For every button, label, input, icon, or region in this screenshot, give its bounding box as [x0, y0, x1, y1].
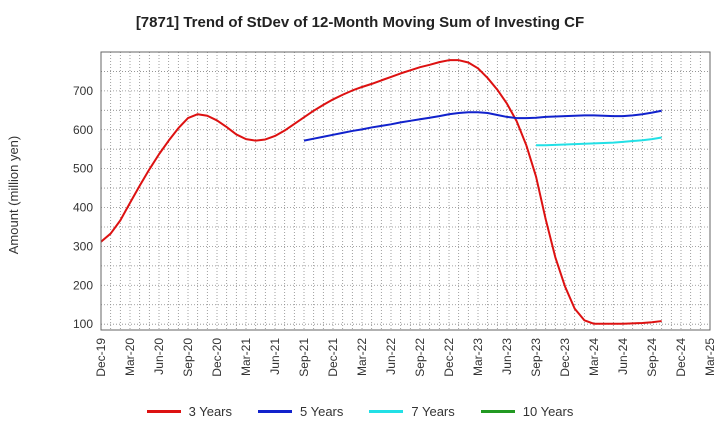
y-axis-label: Amount (million yen): [6, 136, 21, 255]
x-tick-label: Dec-24: [674, 338, 688, 377]
x-tick-label: Jun-21: [268, 338, 282, 375]
x-tick-label: Jun-20: [152, 338, 166, 375]
x-tick-label: Dec-22: [442, 338, 456, 377]
legend-label: 3 Years: [188, 404, 232, 419]
y-tick-label: 200: [73, 278, 93, 292]
x-tick-label: Dec-19: [94, 338, 108, 377]
x-tick-label: Sep-21: [297, 338, 311, 377]
x-tick-label: Jun-22: [384, 338, 398, 375]
x-tick-label: Mar-22: [355, 338, 369, 376]
legend-label: 7 Years: [411, 404, 455, 419]
x-tick-label: Mar-24: [587, 338, 601, 376]
x-tick-label: Mar-23: [471, 338, 485, 376]
x-tick-label: Mar-25: [703, 338, 717, 376]
x-tick-label: Sep-24: [645, 338, 659, 377]
legend-swatch: [146, 410, 181, 413]
x-tick-label: Sep-20: [181, 338, 195, 377]
y-tick-label: 600: [73, 123, 93, 137]
y-tick-labels: 100 200 300 400 500 600 700: [73, 84, 93, 331]
grid-lines: [101, 52, 710, 330]
y-tick-label: 500: [73, 162, 93, 176]
x-tick-label: Mar-21: [239, 338, 253, 376]
legend-item: 5 Years: [258, 404, 343, 419]
series-line-3-years: [100, 59, 662, 325]
chart-title: [7871] Trend of StDev of 12-Month Moving…: [135, 14, 585, 31]
plot-frame: [100, 51, 711, 331]
y-tick-label: 100: [73, 317, 93, 331]
series-line-5-years: [303, 109, 662, 142]
x-tick-label: Sep-23: [529, 338, 543, 377]
x-tick-label: Dec-23: [558, 338, 572, 377]
x-tick-label: Jun-24: [616, 338, 630, 375]
x-tick-label: Jun-23: [500, 338, 514, 375]
x-tick-label: Sep-22: [413, 338, 427, 377]
legend-label: 5 Years: [300, 404, 344, 419]
y-tick-label: 400: [73, 201, 93, 215]
legend-swatch: [258, 410, 292, 413]
legend-item: 3 Years: [146, 404, 232, 419]
legend-item: 10 Years: [480, 404, 574, 419]
legend-label: 10 Years: [522, 404, 574, 419]
legend-swatch: [480, 410, 515, 413]
y-tick-label: 700: [73, 84, 93, 98]
x-tick-label: Mar-20: [123, 338, 137, 376]
legend-swatch: [369, 410, 404, 413]
x-tick-label: Dec-20: [210, 338, 224, 377]
legend: 3 Years 5 Years 7 Years 10 Years: [0, 404, 720, 419]
legend-item: 7 Years: [369, 404, 455, 419]
series-lines: [100, 59, 662, 325]
x-tick-label: Dec-21: [326, 338, 340, 377]
x-tick-labels: Dec-19 Mar-20 Jun-20 Sep-20 Dec-20 Mar-21 Jun-…: [94, 338, 717, 377]
series-line-7-years: [536, 136, 662, 147]
y-tick-label: 300: [73, 239, 93, 253]
